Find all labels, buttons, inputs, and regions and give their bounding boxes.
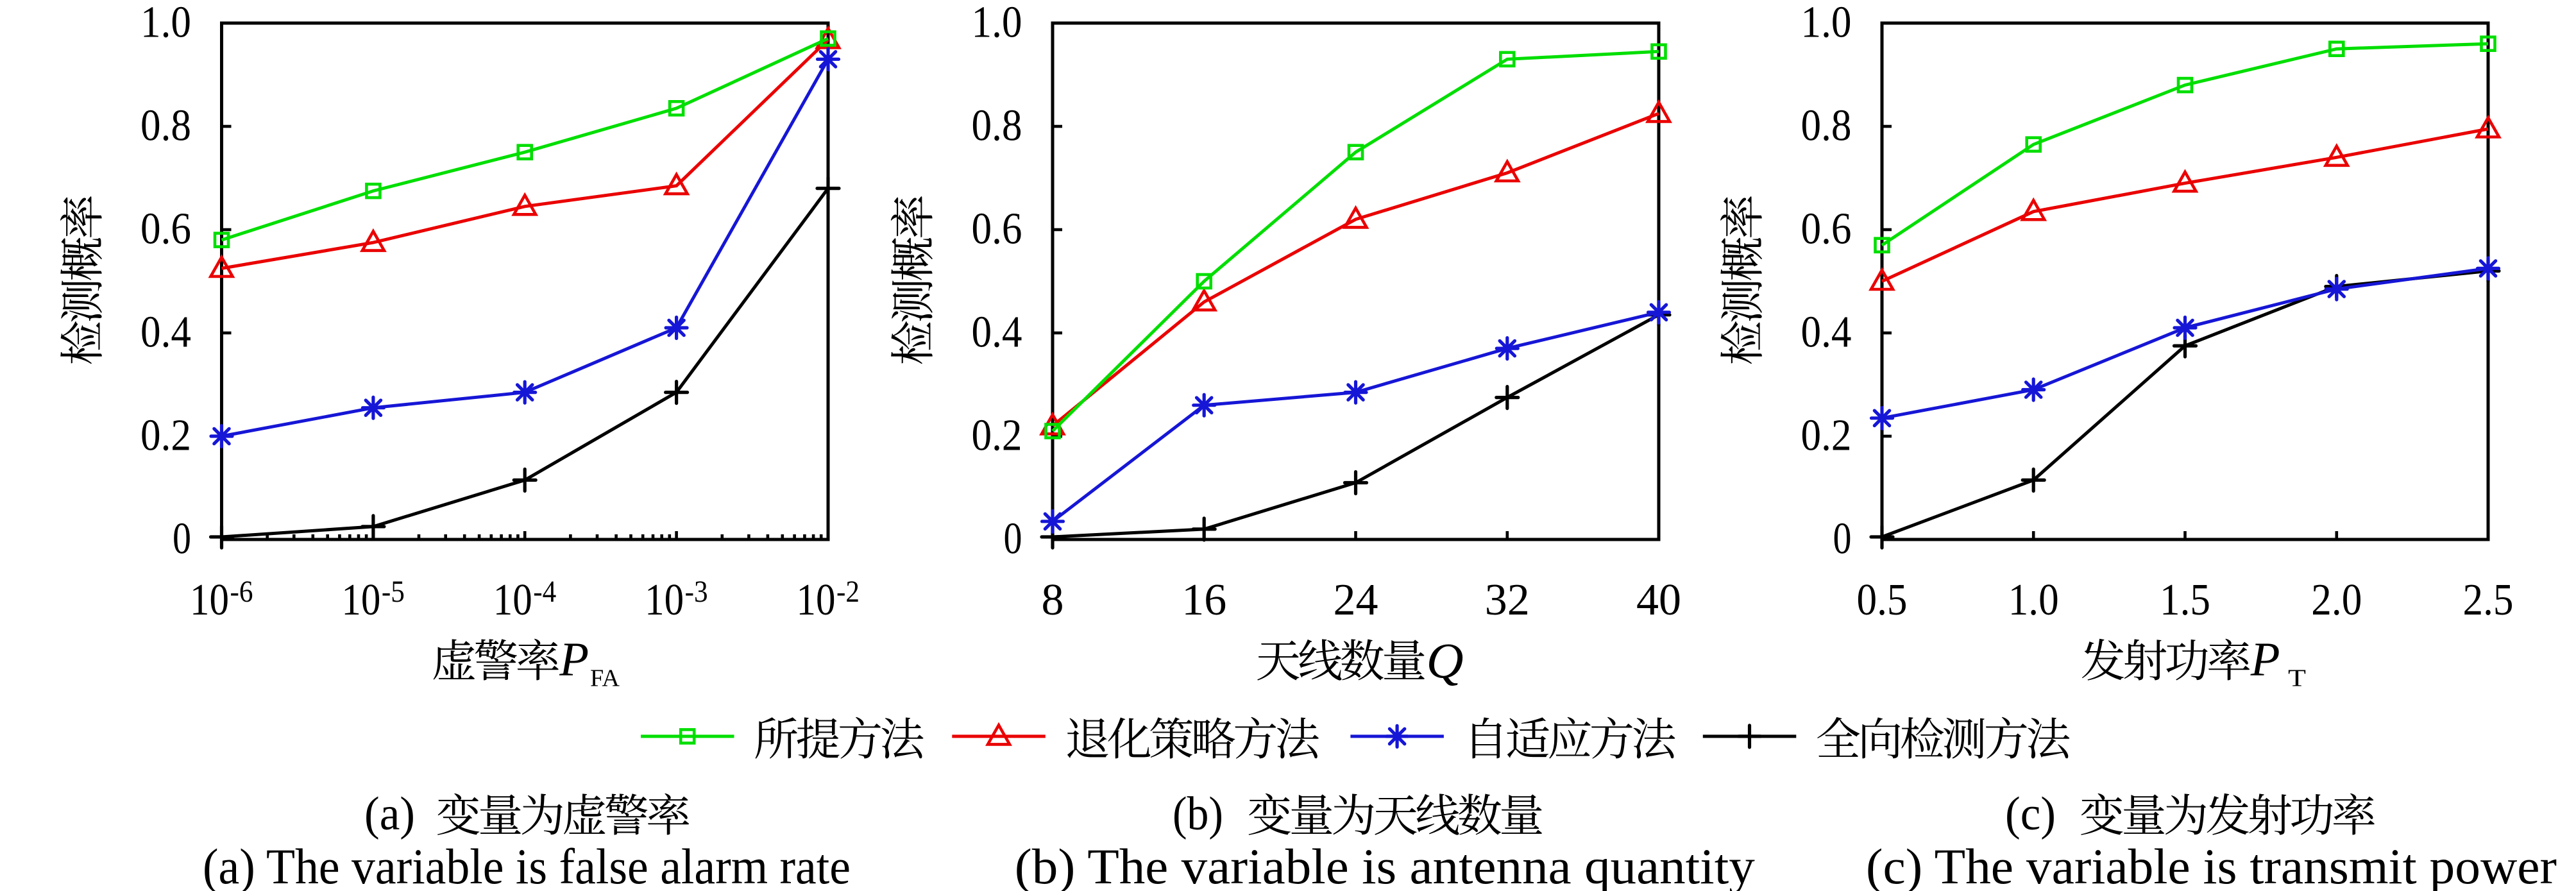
svg-text:0: 0 bbox=[1833, 514, 1852, 564]
svg-text:(c) The variable is transmit p: (c) The variable is transmit power bbox=[1866, 838, 2557, 891]
svg-text:10: 10 bbox=[797, 575, 836, 625]
svg-text:0.6: 0.6 bbox=[972, 205, 1022, 254]
svg-text:Q: Q bbox=[1427, 632, 1464, 688]
svg-text:0.4: 0.4 bbox=[1801, 308, 1852, 357]
svg-text:0.4: 0.4 bbox=[972, 308, 1022, 357]
svg-text:T: T bbox=[2288, 665, 2306, 692]
svg-text:(a): (a) bbox=[364, 788, 415, 840]
svg-text:-2: -2 bbox=[836, 575, 860, 609]
svg-text:1.0: 1.0 bbox=[1801, 0, 1852, 47]
svg-text:FA: FA bbox=[590, 665, 620, 692]
svg-text:0.2: 0.2 bbox=[140, 411, 191, 461]
svg-text:40: 40 bbox=[1636, 575, 1681, 625]
svg-text:0.8: 0.8 bbox=[140, 101, 191, 151]
svg-text:0.5: 0.5 bbox=[1857, 575, 1908, 625]
svg-text:0.6: 0.6 bbox=[140, 205, 191, 254]
svg-text:(c): (c) bbox=[2005, 788, 2056, 840]
svg-text:16: 16 bbox=[1182, 575, 1226, 625]
svg-text:0.8: 0.8 bbox=[1801, 101, 1852, 151]
svg-text:8: 8 bbox=[1042, 575, 1064, 625]
svg-text:1.0: 1.0 bbox=[972, 0, 1022, 47]
svg-text:(b) The variable is antenna qu: (b) The variable is antenna quantity bbox=[1015, 838, 1755, 891]
svg-text:-6: -6 bbox=[230, 575, 253, 609]
svg-text:-5: -5 bbox=[382, 575, 405, 609]
svg-text:2.0: 2.0 bbox=[2311, 575, 2362, 625]
svg-text:10: 10 bbox=[645, 575, 684, 625]
svg-text:0: 0 bbox=[173, 514, 191, 564]
svg-text:0.2: 0.2 bbox=[1801, 411, 1852, 461]
svg-text:0.8: 0.8 bbox=[972, 101, 1022, 151]
svg-text:32: 32 bbox=[1485, 575, 1530, 625]
svg-text:1.5: 1.5 bbox=[2160, 575, 2210, 625]
svg-text:0: 0 bbox=[1004, 514, 1022, 564]
svg-text:24: 24 bbox=[1334, 575, 1378, 625]
svg-text:(a) The variable is false alar: (a) The variable is false alarm rate bbox=[203, 838, 851, 891]
svg-text:1.0: 1.0 bbox=[140, 0, 191, 47]
svg-text:0.6: 0.6 bbox=[1801, 205, 1852, 254]
svg-text:P: P bbox=[559, 633, 589, 686]
svg-text:-3: -3 bbox=[685, 575, 708, 609]
svg-text:(b): (b) bbox=[1173, 788, 1223, 840]
svg-text:0.2: 0.2 bbox=[972, 411, 1022, 461]
svg-text:P: P bbox=[2250, 633, 2280, 686]
svg-text:10: 10 bbox=[190, 575, 229, 625]
svg-text:-4: -4 bbox=[533, 575, 556, 609]
svg-text:0.4: 0.4 bbox=[140, 308, 191, 357]
svg-text:2.5: 2.5 bbox=[2463, 575, 2514, 625]
svg-text:1.0: 1.0 bbox=[2008, 575, 2059, 625]
svg-text:10: 10 bbox=[493, 575, 532, 625]
svg-text:10: 10 bbox=[341, 575, 380, 625]
